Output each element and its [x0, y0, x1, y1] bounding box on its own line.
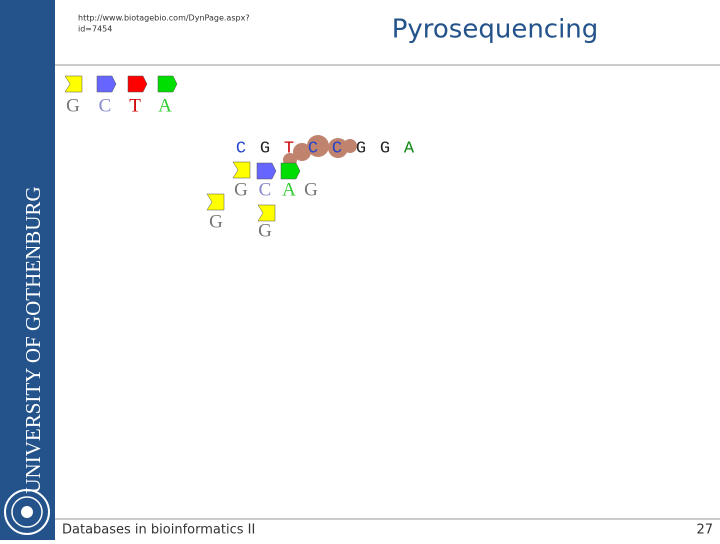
- strand-base: C: [259, 179, 272, 200]
- strand-base: G: [234, 179, 248, 200]
- template-base: G: [260, 139, 270, 158]
- template-base: A: [404, 139, 415, 158]
- page-number: 27: [696, 523, 713, 538]
- template-base: C: [332, 139, 342, 158]
- template-base: C: [236, 139, 246, 158]
- strand-base: G: [304, 179, 318, 200]
- url: http://www.biotagebio.com/DynPage.aspx?: [78, 14, 250, 23]
- sidebar: [0, 0, 55, 540]
- footer-text: Databases in bioinformatics II: [62, 523, 255, 538]
- url: id=7454: [78, 25, 112, 34]
- enzyme: [283, 135, 357, 167]
- title: Pyrosequencing: [392, 15, 599, 45]
- legend-letter: A: [158, 95, 172, 116]
- legend-flags: [64, 75, 178, 93]
- template-base: C: [308, 139, 318, 158]
- strand-base: A: [282, 179, 296, 200]
- template-base: G: [380, 139, 390, 158]
- legend-letter: T: [129, 95, 141, 116]
- logo: [4, 489, 50, 535]
- template-base: G: [356, 139, 366, 158]
- legend-letter: G: [66, 95, 80, 116]
- free-base: G: [258, 220, 272, 241]
- free-base: G: [209, 211, 223, 232]
- template-base: T: [284, 139, 294, 158]
- strand-flags: [206, 161, 301, 222]
- template: C G T C C G G A: [236, 139, 415, 158]
- legend-letter: C: [99, 95, 112, 116]
- sidebar-text: UNIVERSITY OF GOTHENBURG: [21, 186, 45, 493]
